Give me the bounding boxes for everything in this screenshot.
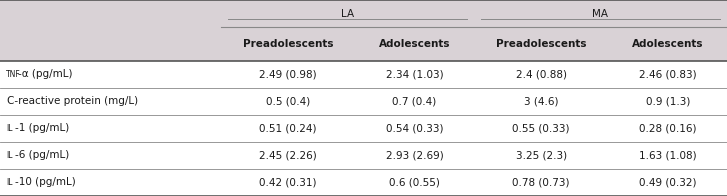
Bar [0, 88, 727, 115]
Text: 0.78 (0.73): 0.78 (0.73) [513, 177, 570, 188]
Text: 1.63 (1.08): 1.63 (1.08) [639, 150, 696, 161]
Text: IL: IL [6, 124, 12, 133]
Bar [0, 27, 727, 61]
Text: 2.49 (0.98): 2.49 (0.98) [259, 69, 317, 79]
Text: IL: IL [6, 151, 12, 160]
Text: MA: MA [593, 9, 608, 19]
Text: 0.55 (0.33): 0.55 (0.33) [513, 123, 570, 133]
Text: 0.5 (0.4): 0.5 (0.4) [266, 96, 310, 106]
Text: -6 (pg/mL): -6 (pg/mL) [15, 150, 69, 161]
Bar [0, 142, 727, 169]
Bar [0, 115, 727, 142]
Text: 0.9 (1.3): 0.9 (1.3) [646, 96, 690, 106]
Text: 0.54 (0.33): 0.54 (0.33) [386, 123, 443, 133]
Bar [0, 61, 727, 88]
Bar [0, 0, 727, 27]
Text: 2.45 (2.26): 2.45 (2.26) [259, 150, 317, 161]
Bar [0, 169, 727, 196]
Text: -10 (pg/mL): -10 (pg/mL) [15, 177, 76, 188]
Text: C-reactive protein (mg/L): C-reactive protein (mg/L) [7, 96, 138, 106]
Text: Adolescents: Adolescents [379, 39, 450, 49]
Text: 0.51 (0.24): 0.51 (0.24) [260, 123, 317, 133]
Text: Preadolescents: Preadolescents [243, 39, 333, 49]
Text: 3 (4.6): 3 (4.6) [524, 96, 558, 106]
Text: Adolescents: Adolescents [632, 39, 704, 49]
Text: 2.46 (0.83): 2.46 (0.83) [639, 69, 696, 79]
Text: 2.34 (1.03): 2.34 (1.03) [386, 69, 443, 79]
Text: 3.25 (2.3): 3.25 (2.3) [515, 150, 567, 161]
Text: 0.6 (0.55): 0.6 (0.55) [389, 177, 440, 188]
Text: -1 (pg/mL): -1 (pg/mL) [15, 123, 69, 133]
Text: 2.93 (2.69): 2.93 (2.69) [386, 150, 443, 161]
Text: 0.42 (0.31): 0.42 (0.31) [260, 177, 317, 188]
Text: 2.4 (0.88): 2.4 (0.88) [515, 69, 566, 79]
Text: 0.7 (0.4): 0.7 (0.4) [393, 96, 437, 106]
Text: 0.28 (0.16): 0.28 (0.16) [639, 123, 696, 133]
Text: -α (pg/mL): -α (pg/mL) [17, 69, 72, 79]
Text: TNF: TNF [6, 70, 20, 79]
Text: 0.49 (0.32): 0.49 (0.32) [639, 177, 696, 188]
Text: LA: LA [341, 9, 354, 19]
Text: Preadolescents: Preadolescents [496, 39, 587, 49]
Text: IL: IL [6, 178, 12, 187]
